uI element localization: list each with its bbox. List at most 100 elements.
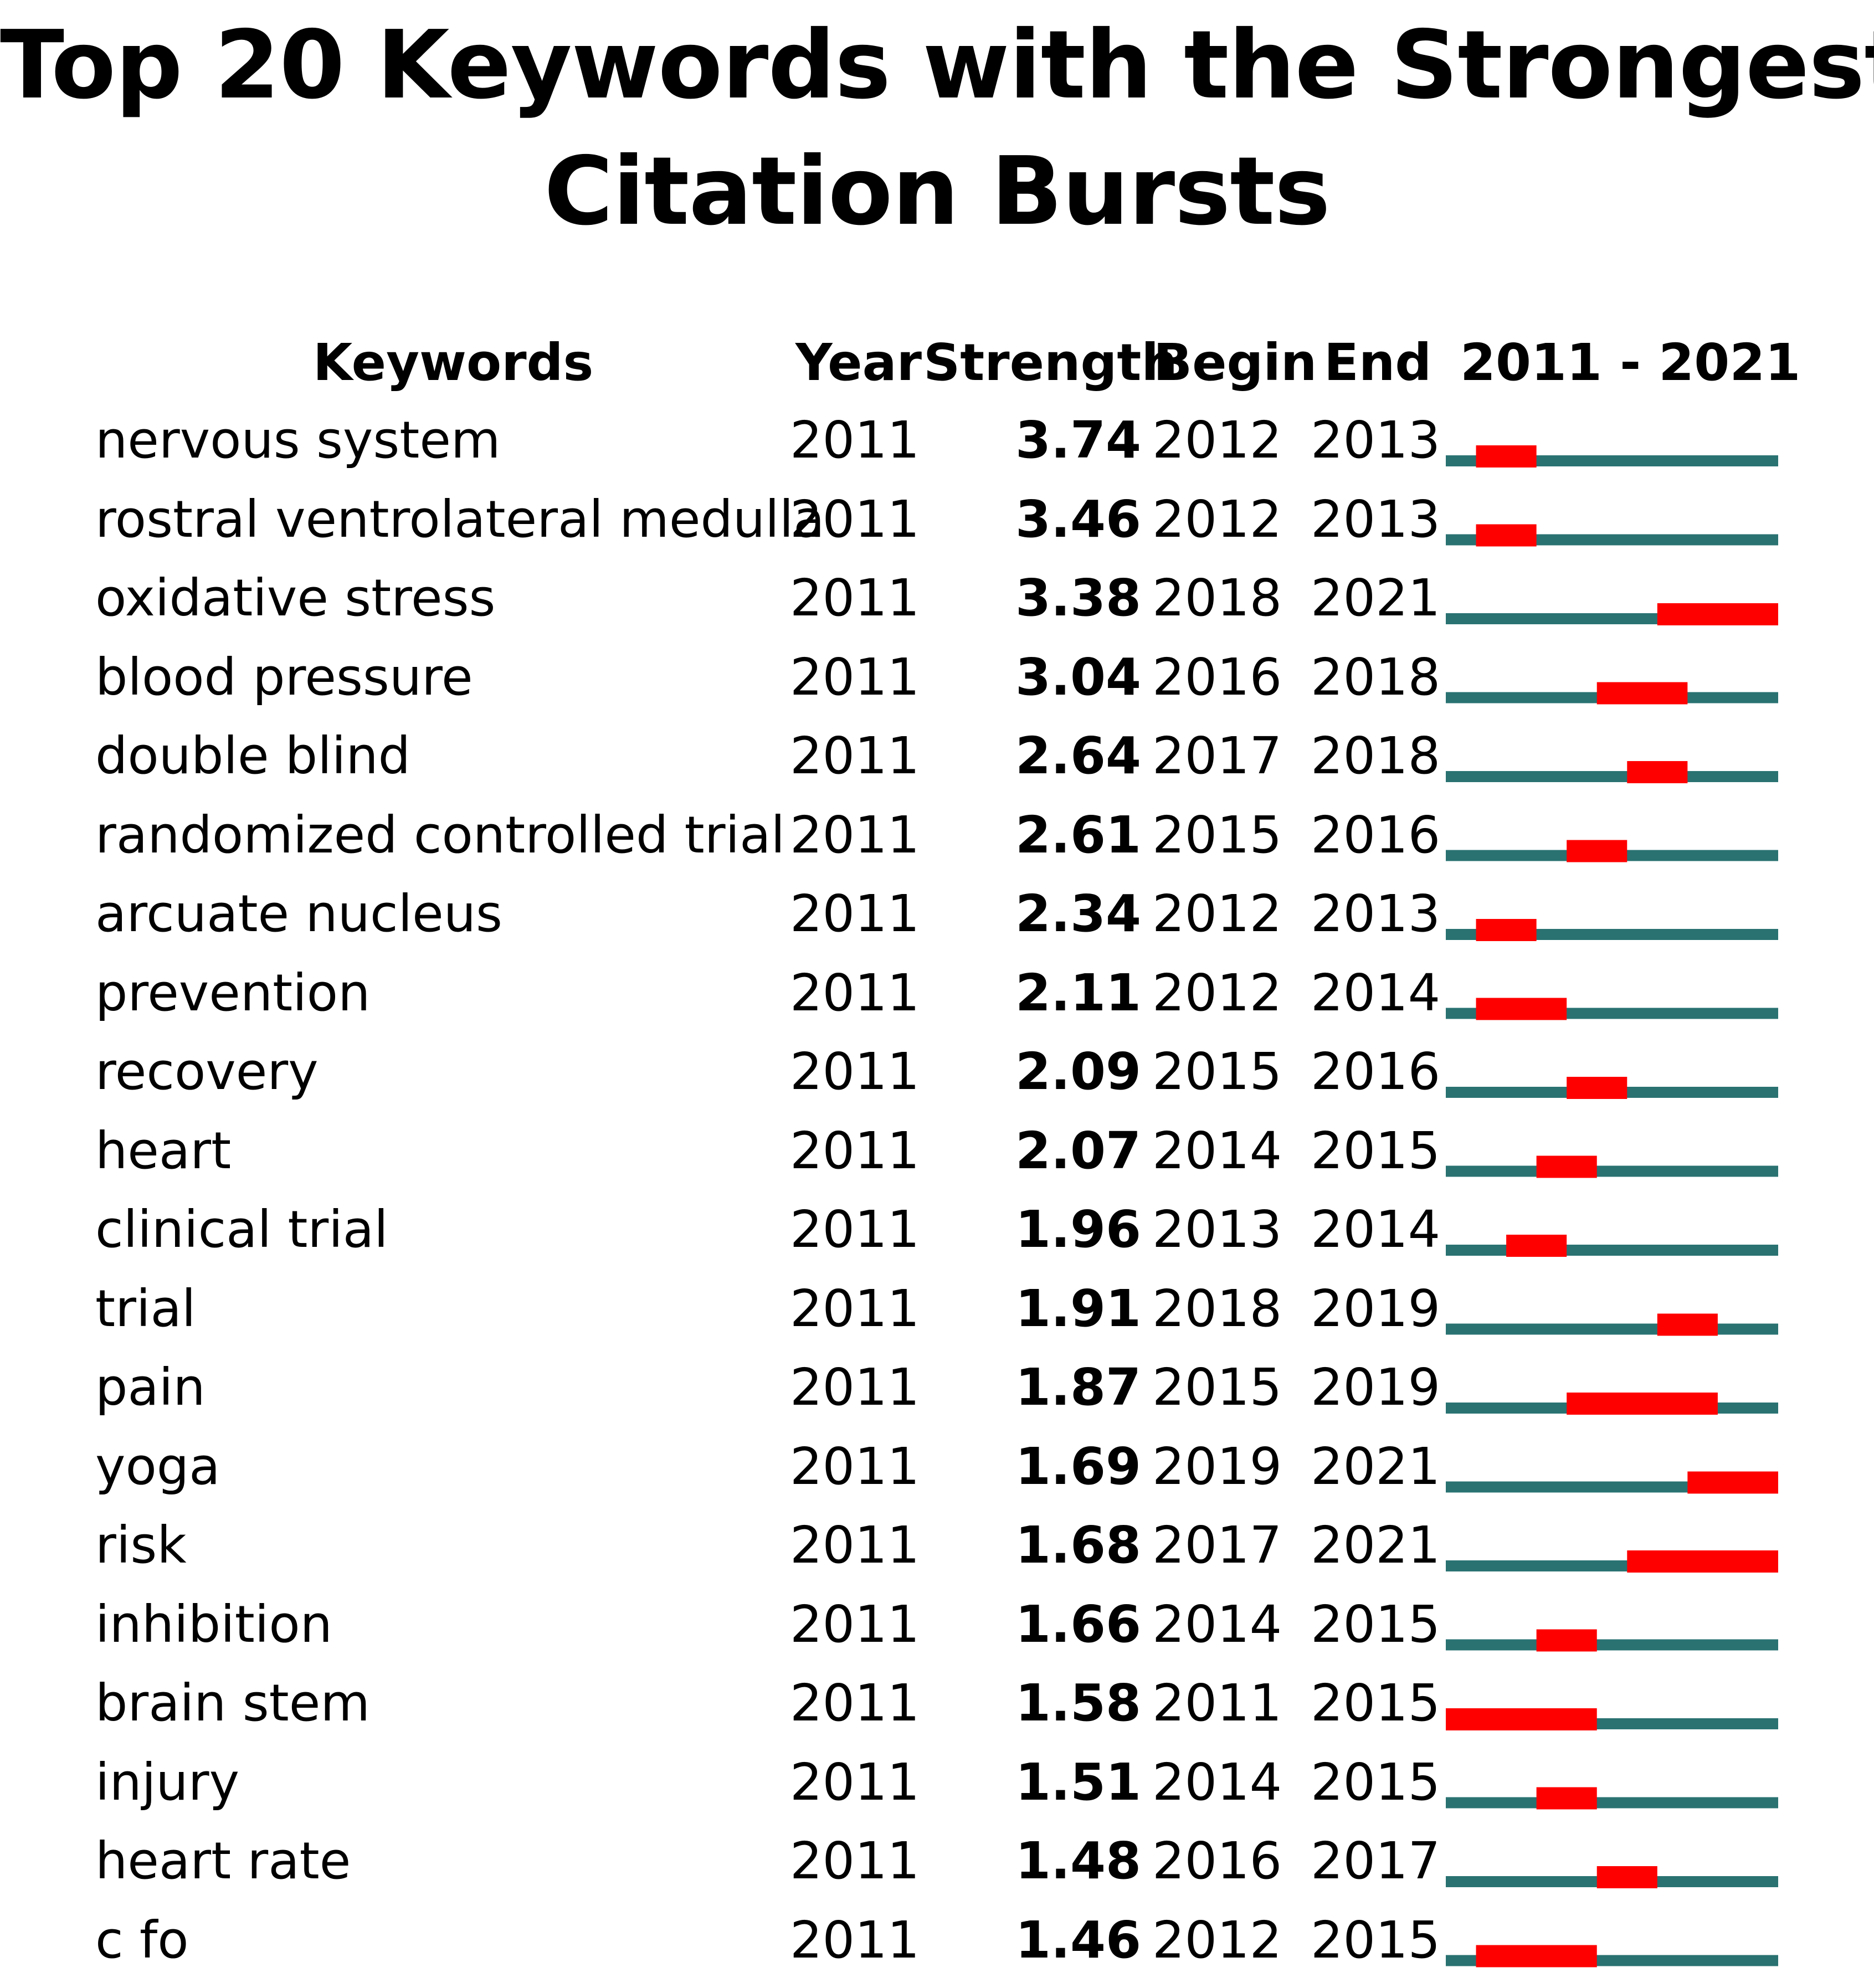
year-cell: 2011 — [790, 1516, 920, 1575]
table-row: oxidative stress 2011 3.38 2018 2021 — [0, 565, 1874, 644]
chart-title-line-2: Citation Bursts — [544, 137, 1331, 246]
year-cell: 2011 — [790, 568, 920, 628]
keyword-cell: heart — [95, 1121, 232, 1180]
year-cell: 2011 — [790, 1278, 920, 1338]
year-cell: 2011 — [790, 963, 920, 1023]
year-cell: 2011 — [790, 1910, 920, 1970]
table-row: prevention 2011 2.11 2012 2014 — [0, 960, 1874, 1039]
keyword-cell: brain stem — [95, 1673, 370, 1733]
keyword-cell: pain — [95, 1358, 206, 1417]
end-cell: 2019 — [1311, 1358, 1441, 1417]
end-cell: 2017 — [1311, 1831, 1441, 1891]
table-row: randomized controlled trial 2011 2.61 2015 2… — [0, 802, 1874, 881]
keyword-cell: double blind — [95, 726, 411, 785]
strength-cell: 2.64 — [1015, 726, 1141, 785]
keyword-cell: prevention — [95, 963, 371, 1023]
begin-cell: 2016 — [1152, 647, 1282, 707]
header-keywords: Keywords — [313, 333, 594, 392]
year-cell: 2011 — [790, 647, 920, 707]
table-row: double blind 2011 2.64 2017 2018 — [0, 723, 1874, 802]
keyword-cell: heart rate — [95, 1831, 351, 1891]
end-cell: 2021 — [1311, 1516, 1441, 1575]
keyword-cell: oxidative stress — [95, 568, 496, 628]
strength-cell: 1.68 — [1015, 1516, 1141, 1575]
keyword-cell: inhibition — [95, 1594, 332, 1654]
strength-cell: 1.69 — [1015, 1436, 1141, 1496]
year-cell: 2011 — [790, 1121, 920, 1180]
strength-cell: 3.74 — [1015, 410, 1141, 470]
year-cell: 2011 — [790, 1042, 920, 1101]
year-cell: 2011 — [790, 1200, 920, 1259]
begin-cell: 2016 — [1152, 1831, 1282, 1891]
table-row: blood pressure 2011 3.04 2016 2018 — [0, 644, 1874, 723]
keyword-cell: clinical trial — [95, 1200, 388, 1259]
year-cell: 2011 — [790, 1358, 920, 1417]
strength-cell: 1.58 — [1015, 1673, 1141, 1733]
year-cell: 2011 — [790, 726, 920, 785]
table-row: inhibition 2011 1.66 2014 2015 — [0, 1591, 1874, 1670]
chart-title-line-1: Top 20 Keywords with the Strongest — [0, 11, 1874, 120]
end-cell: 2016 — [1311, 1042, 1441, 1101]
strength-cell: 2.07 — [1015, 1121, 1141, 1180]
begin-cell: 2014 — [1152, 1594, 1282, 1654]
strength-cell: 3.04 — [1015, 647, 1141, 707]
begin-cell: 2012 — [1152, 884, 1282, 943]
end-cell: 2015 — [1311, 1673, 1441, 1733]
year-cell: 2011 — [790, 1831, 920, 1891]
table-row: recovery 2011 2.09 2015 2016 — [0, 1039, 1874, 1117]
end-cell: 2015 — [1311, 1594, 1441, 1654]
header-year: Year — [795, 333, 922, 392]
year-cell: 2011 — [790, 1752, 920, 1812]
strength-cell: 1.96 — [1015, 1200, 1141, 1259]
end-cell: 2021 — [1311, 1436, 1441, 1496]
strength-cell: 2.61 — [1015, 805, 1141, 865]
table-row: brain stem 2011 1.58 2011 2015 — [0, 1670, 1874, 1749]
year-cell: 2011 — [790, 489, 920, 549]
header-end: End — [1324, 333, 1432, 392]
strength-cell: 2.34 — [1015, 884, 1141, 943]
header-strength: Strength — [923, 333, 1178, 392]
table-row: trial 2011 1.91 2018 2019 — [0, 1276, 1874, 1354]
table-row: nervous system 2011 3.74 2012 2013 — [0, 407, 1874, 486]
end-cell: 2014 — [1311, 963, 1441, 1023]
begin-cell: 2017 — [1152, 1516, 1282, 1575]
begin-cell: 2018 — [1152, 1278, 1282, 1338]
table-row: yoga 2011 1.69 2019 2021 — [0, 1434, 1874, 1512]
begin-cell: 2015 — [1152, 805, 1282, 865]
end-cell: 2016 — [1311, 805, 1441, 865]
begin-cell: 2014 — [1152, 1121, 1282, 1180]
strength-cell: 1.91 — [1015, 1278, 1141, 1338]
keyword-cell: blood pressure — [95, 647, 473, 707]
strength-cell: 1.46 — [1015, 1910, 1141, 1970]
begin-cell: 2011 — [1152, 1673, 1282, 1733]
year-cell: 2011 — [790, 1436, 920, 1496]
keyword-cell: injury — [95, 1752, 240, 1812]
table-row: injury 2011 1.51 2014 2015 — [0, 1749, 1874, 1828]
year-cell: 2011 — [790, 410, 920, 470]
strength-cell: 3.38 — [1015, 568, 1141, 628]
year-cell: 2011 — [790, 884, 920, 943]
keyword-cell: rostral ventrolateral medulla — [95, 489, 825, 549]
year-cell: 2011 — [790, 1673, 920, 1733]
keyword-cell: risk — [95, 1516, 187, 1575]
end-cell: 2019 — [1311, 1278, 1441, 1338]
strength-cell: 1.48 — [1015, 1831, 1141, 1891]
keyword-cell: nervous system — [95, 410, 501, 470]
strength-cell: 1.66 — [1015, 1594, 1141, 1654]
strength-cell: 1.87 — [1015, 1358, 1141, 1417]
keyword-cell: c fo — [95, 1910, 189, 1970]
header-begin: Begin — [1153, 333, 1317, 392]
table-row: rostral ventrolateral medulla 2011 3.46 201… — [0, 486, 1874, 565]
end-cell: 2018 — [1311, 647, 1441, 707]
begin-cell: 2018 — [1152, 568, 1282, 628]
begin-cell: 2012 — [1152, 410, 1282, 470]
strength-cell: 2.11 — [1015, 963, 1141, 1023]
table-row: pain 2011 1.87 2015 2019 — [0, 1354, 1874, 1433]
begin-cell: 2012 — [1152, 489, 1282, 549]
begin-cell: 2015 — [1152, 1358, 1282, 1417]
keyword-cell: yoga — [95, 1436, 220, 1496]
begin-cell: 2014 — [1152, 1752, 1282, 1812]
end-cell: 2015 — [1311, 1121, 1441, 1180]
keyword-cell: recovery — [95, 1042, 319, 1101]
